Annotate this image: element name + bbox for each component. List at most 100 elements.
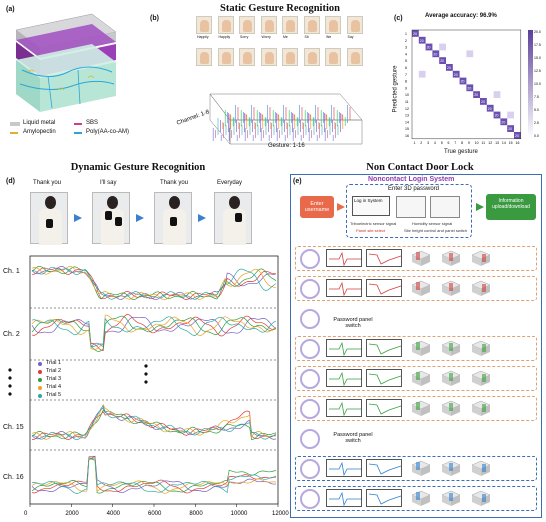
- hand-gesture-icon: [300, 399, 320, 419]
- colorbar-tick: 5.0: [534, 108, 539, 112]
- password-panel-cube: [440, 489, 461, 507]
- y-tick-label: 3: [405, 46, 407, 50]
- enter-username-button[interactable]: Enter username: [300, 196, 334, 218]
- password-panel-cube: [440, 369, 461, 387]
- confusion-offdiag-cell: [418, 70, 426, 78]
- legend-label: Trial 1: [46, 360, 62, 366]
- trial-signal-line: [31, 266, 277, 301]
- colorbar-tick: 20.0: [534, 30, 541, 34]
- trial-signal-line: [31, 316, 277, 347]
- trial-signal-line: [31, 457, 277, 494]
- password-panel-cube: [410, 399, 431, 417]
- legend-sbs: SBS: [86, 120, 99, 126]
- cell-value: 20: [427, 46, 431, 50]
- channel-label-1: Ch. 1: [3, 268, 20, 275]
- trial-signal-line: [32, 267, 277, 301]
- login-row: [295, 276, 537, 301]
- legend-poly: Poly(AA-co-AM): [86, 129, 130, 135]
- legend-liquid-metal: Liquid metal: [23, 120, 56, 126]
- arrow-icon: [74, 214, 82, 222]
- gesture-thumbnail: [282, 48, 298, 66]
- gesture-name-label: Sit: [304, 35, 309, 39]
- confusion-matrix: 2020202020202020202020202020202011223344…: [405, 29, 541, 145]
- cell-value: 20: [461, 80, 465, 84]
- dynamic-signal-chart: 0 2000 4000 6000 8000 10000 12000: [8, 255, 289, 517]
- gesture-name-label: We: [326, 35, 332, 39]
- password-panel-cube: [470, 459, 491, 477]
- cell-value: 20: [467, 86, 471, 90]
- password-switch-label-2: Password panel switch: [333, 432, 373, 444]
- trial-signal-line: [31, 405, 277, 441]
- password-panel-cube: [440, 249, 461, 267]
- cell-value: 20: [413, 32, 417, 36]
- arrow-icon: [476, 203, 484, 211]
- confusion-diagonal-cell: [418, 36, 426, 44]
- info-upload-button[interactable]: Information upload/download: [486, 194, 536, 220]
- confusion-diagonal-cell: [412, 30, 419, 37]
- x-tick-label: 13: [495, 141, 499, 145]
- gesture-photo-3: [154, 192, 192, 245]
- password-switch-label-1: Password panel switch: [333, 317, 373, 329]
- hand-gesture-icon: [300, 309, 320, 329]
- login-system-label: Log in System: [354, 198, 383, 203]
- gesture-thumbnail: [282, 16, 298, 34]
- triboelectric-signal-plot: [326, 249, 362, 267]
- humidity-signal-plot: [366, 279, 402, 297]
- legend-swatch: [38, 394, 42, 398]
- gesture-photo-4: [214, 192, 252, 245]
- cell-value: 20: [501, 120, 505, 124]
- trial-signal-line: [31, 455, 277, 494]
- confusion-diagonal-cell: [459, 77, 467, 85]
- humidity-signal-plot: [366, 339, 402, 357]
- humidity-signal-plot: [366, 369, 402, 387]
- gesture-thumbnail: [196, 16, 212, 34]
- colorbar-tick: 17.5: [534, 43, 541, 47]
- x-tick-label: 12: [488, 141, 492, 145]
- hand-gesture-icon: [300, 369, 320, 389]
- channel-label-16: Ch. 16: [3, 474, 24, 481]
- password-panel-cube: [470, 489, 491, 507]
- y-tick-label: 1: [405, 32, 407, 36]
- gesture-thumbnail: [346, 48, 363, 66]
- hand-gesture-icon: [300, 339, 320, 359]
- colorbar-tick: 12.5: [534, 69, 541, 73]
- cell-value: 20: [515, 134, 519, 138]
- cell-value: 20: [447, 66, 451, 70]
- login-row: [295, 396, 537, 421]
- gesture-thumbnail: [260, 16, 277, 34]
- gesture-name-label: Happily: [197, 35, 209, 39]
- trial-signal-line: [31, 455, 277, 494]
- gesture-photo-2: [92, 192, 130, 245]
- trial-signal-line: [31, 409, 277, 441]
- y-tick-label: 8: [405, 80, 407, 84]
- y-tick-label: 2: [405, 39, 407, 43]
- arrow-icon: [136, 214, 144, 222]
- y-tick-label: 13: [405, 114, 409, 118]
- hand-gesture-icon: [300, 459, 320, 479]
- gesture-thumbnail: [325, 16, 341, 34]
- triboelectric-signal-plot: [326, 459, 362, 477]
- y-tick-label: 5: [405, 59, 407, 63]
- legend-swatch: [38, 386, 42, 390]
- gesture-name-label: Worry: [261, 35, 271, 39]
- confusion-title: Average accuracy: 96.9%: [425, 13, 497, 19]
- cell-value: 20: [488, 107, 492, 111]
- panel-site-label: Panel site select: [356, 228, 386, 233]
- site-height-label: Site height control and panel switch: [404, 228, 467, 233]
- legend-swatch: [38, 362, 42, 366]
- sensor-layer-illustration: [15, 13, 117, 112]
- y-tick-label: 7: [405, 73, 407, 77]
- trial-signal-line: [31, 266, 277, 301]
- x-tick-label: 5: [441, 141, 443, 145]
- confusion-diagonal-cell: [466, 84, 474, 92]
- gesture-thumbnail: [260, 48, 277, 66]
- gesture-axis-label: Gesture: 1-16: [268, 143, 305, 149]
- gesture-thumbnail: [217, 16, 234, 34]
- trial-legend: Trial 1 Trial 2 Trial 3 Trial 4 Trial 5: [38, 360, 98, 406]
- x-tick-label: 10: [475, 141, 479, 145]
- confusion-diagonal-cell: [480, 98, 487, 105]
- x-tick-label: 16: [516, 141, 520, 145]
- password-panel-cube: [410, 279, 431, 297]
- x-tick-label: 12000: [272, 511, 289, 517]
- panel-grid-1: [396, 196, 426, 218]
